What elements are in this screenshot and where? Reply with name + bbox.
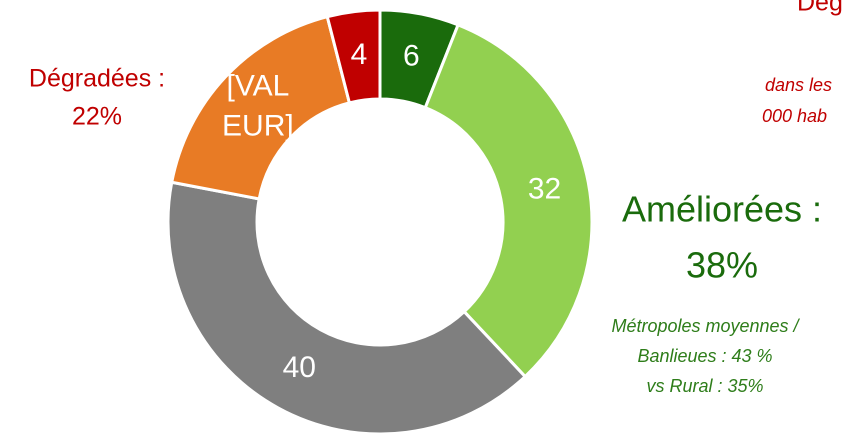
annotation: dans les [765, 75, 832, 95]
annotation: 22% [72, 103, 122, 131]
data-label: 32 [528, 173, 561, 206]
annotation: vs Rural : 35% [646, 376, 763, 396]
donut-segment [169, 14, 352, 201]
annotation: Améliorées : [622, 189, 822, 230]
annotation: Métropoles moyennes / [611, 316, 800, 336]
data-label: 6 [403, 39, 420, 72]
donut-segment [325, 8, 382, 105]
data-label: [VAL EUR] [222, 69, 294, 142]
annotation: Banlieues : 43 % [637, 346, 772, 366]
annotation: 000 hab [762, 106, 827, 126]
data-label: 4 [351, 38, 368, 71]
annotation: Dég [797, 0, 843, 17]
donut-segment [423, 22, 594, 379]
data-label: 40 [283, 351, 316, 384]
annotation: 38% [686, 245, 758, 286]
annotation: Dégradées : [29, 65, 165, 93]
